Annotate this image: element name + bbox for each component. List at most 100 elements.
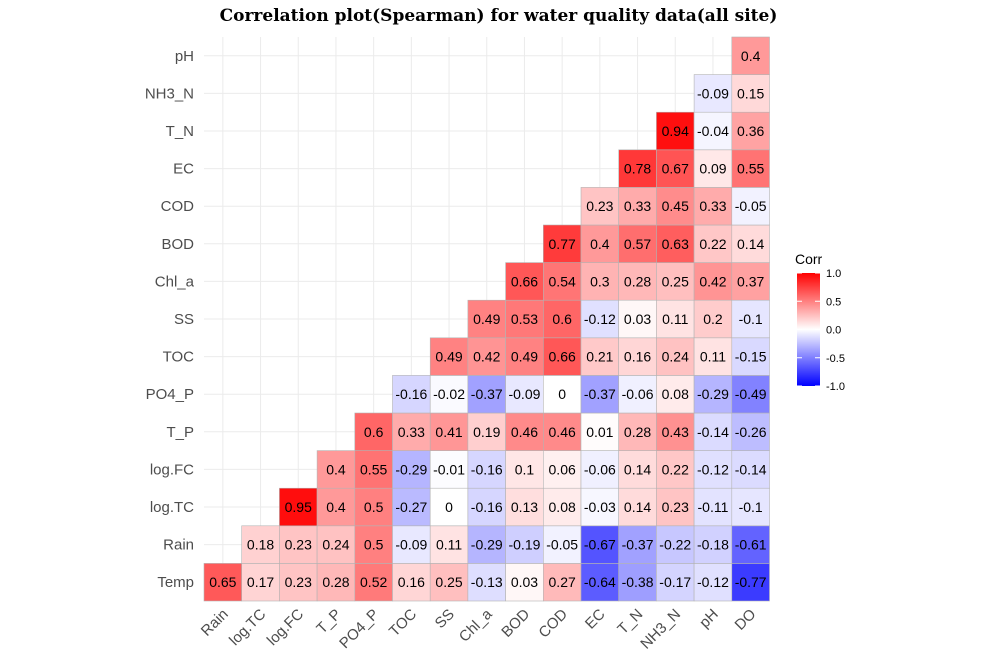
cell-value-label: 0.25 — [662, 273, 689, 289]
cell-value-label: -0.61 — [735, 537, 767, 553]
heatmap-cell — [693, 299, 733, 339]
heatmap-cell — [505, 487, 544, 527]
cell-value-label: -0.37 — [471, 386, 503, 402]
heatmap-cell — [731, 74, 770, 113]
cell-value-label: 0.17 — [247, 574, 274, 590]
cell-value-label: -0.12 — [697, 574, 729, 590]
cell-value-label: 0.22 — [699, 236, 726, 252]
cell-value-label: 0.4 — [326, 499, 346, 515]
heatmap-cell — [542, 262, 582, 301]
cell-value-label: 0.27 — [549, 574, 576, 590]
cell-value-label: 0.46 — [549, 424, 576, 440]
heatmap-cell — [467, 487, 506, 527]
cell-value-label: 0.42 — [473, 349, 500, 365]
y-tick-label: Rain — [163, 537, 194, 554]
cell-value-label: 0.24 — [322, 537, 349, 553]
cell-value-label: -0.18 — [697, 537, 729, 553]
cell-value-label: 0.06 — [549, 461, 576, 477]
cell-value-label: 0.6 — [364, 424, 384, 440]
cell-value-label: 0.53 — [511, 311, 538, 327]
cell-value-label: 0.66 — [511, 273, 538, 289]
y-tick-label: Chl_a — [155, 273, 195, 290]
cell-value-label: 0.45 — [662, 198, 689, 214]
cell-value-label: -0.15 — [735, 349, 767, 365]
cell-value-label: -0.77 — [735, 574, 767, 590]
cell-value-label: 0.28 — [624, 424, 651, 440]
cell-value-label: 0.4 — [741, 48, 761, 64]
heatmap-cell — [618, 525, 657, 564]
cell-value-label: 0.19 — [473, 424, 500, 440]
heatmap-cell — [731, 337, 770, 376]
heatmap-cell — [203, 563, 243, 602]
y-tick-label: BOD — [161, 236, 194, 253]
cell-value-label: -0.1 — [739, 499, 763, 515]
cell-value-label: 0.54 — [549, 273, 576, 289]
heatmap-cell — [542, 224, 582, 263]
cell-value-label: 0.1 — [515, 461, 535, 477]
cell-value-label: -0.12 — [584, 311, 616, 327]
heatmap-cell — [693, 487, 733, 527]
cell-value-label: -0.37 — [584, 386, 616, 402]
heatmap-cell — [392, 412, 431, 451]
x-tick-label: pH — [696, 606, 722, 632]
x-tick-label: COD — [535, 606, 571, 642]
cell-value-label: -0.22 — [659, 537, 691, 553]
cell-value-label: -0.29 — [697, 386, 729, 402]
cell-value-label: 0.4 — [590, 236, 610, 252]
cell-value-label: -0.04 — [697, 123, 729, 139]
y-tick-label: NH3_N — [145, 85, 194, 102]
cell-value-label: -0.14 — [735, 461, 767, 477]
heatmap-cells: 0.65 0.17 0.23 0.28 0.52 0.16 0.25 -0.13 0.03 0.2… — [203, 36, 770, 602]
x-tick-label: EC — [582, 606, 609, 633]
y-tick-label: Temp — [157, 574, 194, 591]
cell-value-label: 0.18 — [247, 537, 274, 553]
legend-tick-label: 0.5 — [826, 296, 841, 308]
heatmap-cell — [693, 262, 733, 301]
cell-value-label: -0.02 — [433, 386, 465, 402]
cell-value-label: 0 — [558, 386, 566, 402]
cell-value-label: 0.14 — [624, 461, 651, 477]
cell-value-label: -0.06 — [622, 386, 654, 402]
heatmap-cell — [618, 487, 657, 527]
cell-value-label: 0.01 — [586, 424, 613, 440]
heatmap-cell — [731, 525, 770, 564]
legend-title: Corr — [795, 251, 823, 267]
heatmap-cell — [392, 563, 431, 602]
cell-value-label: 0.23 — [586, 198, 613, 214]
cell-value-label: 0.14 — [737, 236, 764, 252]
heatmap-cell — [618, 450, 657, 489]
heatmap-cell — [656, 337, 695, 376]
x-tick-label: NH3_N — [637, 606, 684, 653]
heatmap-cell — [354, 487, 393, 527]
heatmap-cell — [656, 487, 695, 527]
heatmap-cell — [580, 299, 620, 339]
cell-value-label: 0.42 — [699, 273, 726, 289]
x-tick-label: T_P — [313, 606, 344, 637]
heatmap-cell — [580, 224, 620, 263]
chart-title: Correlation plot(Spearman) for water qua… — [219, 6, 778, 26]
cell-value-label: 0.49 — [435, 349, 462, 365]
heatmap-cell — [656, 375, 695, 414]
heatmap-cell — [505, 337, 544, 376]
cell-value-label: 0.41 — [435, 424, 462, 440]
heatmap-cell — [354, 563, 393, 602]
heatmap-cell — [731, 375, 770, 414]
cell-value-label: -0.29 — [471, 537, 503, 553]
cell-value-label: 0.94 — [662, 123, 689, 139]
heatmap-cell — [580, 563, 620, 602]
heatmap-cell — [656, 563, 695, 602]
x-tick-label: DO — [732, 606, 760, 634]
heatmap-cell — [429, 563, 469, 602]
heatmap-cell — [354, 450, 393, 489]
x-tick-label: BOD — [498, 606, 533, 641]
cell-value-label: -0.16 — [395, 386, 427, 402]
heatmap-cell — [354, 412, 393, 451]
cell-value-label: 0.5 — [364, 499, 384, 515]
legend-tick-label: -1.0 — [826, 381, 845, 393]
cell-value-label: 0.03 — [624, 311, 651, 327]
heatmap-cell — [241, 525, 280, 564]
heatmap-cell — [542, 563, 582, 602]
y-tick-label: pH — [175, 48, 194, 65]
cell-value-label: 0.11 — [436, 537, 462, 553]
heatmap-cell — [392, 450, 431, 489]
